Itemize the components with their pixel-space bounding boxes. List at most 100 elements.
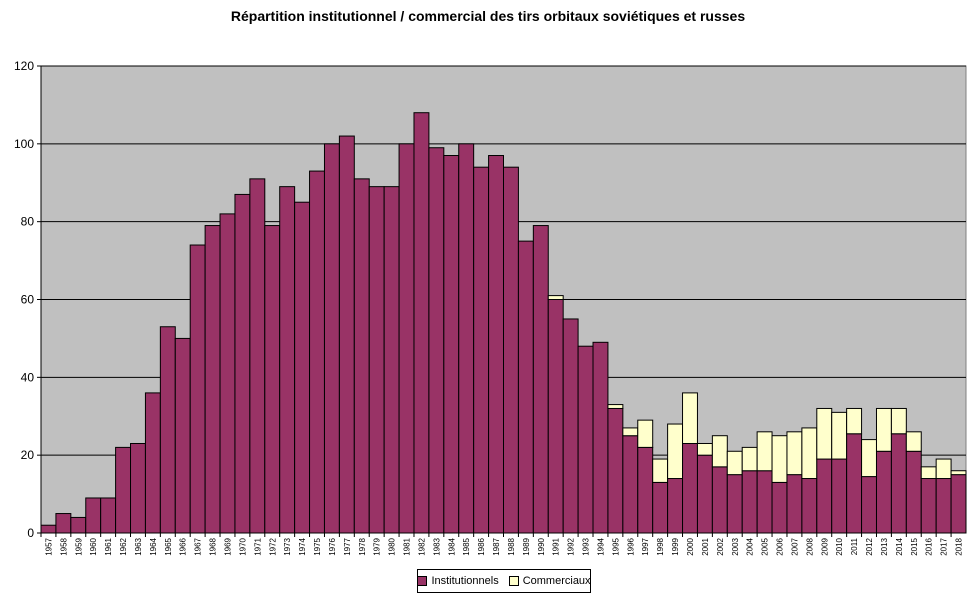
bar-institutionnels-1992 (562, 318, 579, 534)
y-tick-label: 0 (27, 526, 34, 540)
x-tick-label: 1993 (582, 537, 591, 555)
bar-institutionnels-1957 (40, 524, 57, 534)
x-tick-label: 2006 (776, 537, 785, 555)
y-axis-ticks: 0 20 40 60 80 100 120 (14, 59, 41, 540)
bar-institutionnels-1970 (234, 193, 251, 534)
bar-institutionnels-1990 (532, 225, 549, 534)
x-tick-label: 2010 (835, 537, 844, 555)
bar-institutionnels-1997 (637, 446, 654, 534)
bar-commerciaux-2017 (935, 458, 952, 480)
bar-institutionnels-1981 (398, 143, 415, 534)
x-tick-label: 1967 (194, 537, 203, 555)
bar-institutionnels-1974 (294, 201, 311, 534)
x-tick-label: 1995 (611, 537, 620, 555)
bar-institutionnels-1999 (667, 478, 684, 534)
y-tick-label: 120 (14, 59, 34, 73)
x-tick-label: 2015 (910, 537, 919, 555)
x-tick-label: 1987 (492, 537, 501, 555)
bar-institutionnels-1993 (577, 345, 594, 534)
bar-commerciaux-2016 (920, 466, 937, 480)
chart-title: Répartition institutionnel / commercial … (230, 8, 746, 24)
bar-institutionnels-2009 (816, 458, 833, 534)
x-tick-label: 1976 (328, 537, 337, 555)
bar-institutionnels-1968 (204, 225, 221, 534)
bar-institutionnels-1976 (323, 143, 340, 534)
bar-institutionnels-1982 (413, 112, 430, 534)
bar-institutionnels-1991 (547, 299, 564, 534)
x-tick-label: 1958 (59, 537, 68, 555)
x-tick-label: 2013 (880, 537, 889, 555)
bar-commerciaux-2012 (861, 439, 877, 478)
x-tick-label: 2012 (865, 537, 874, 555)
x-tick-label: 1984 (447, 537, 456, 555)
x-tick-label: 1963 (134, 537, 143, 555)
y-tick-label: 60 (21, 293, 35, 307)
bar-institutionnels-1984 (443, 155, 460, 534)
x-tick-label: 2009 (820, 537, 829, 555)
bar-commerciaux-2010 (831, 411, 848, 460)
x-tick-label: 1959 (74, 537, 83, 555)
bar-commerciaux-1996 (622, 427, 639, 437)
bar-institutionnels-2008 (801, 478, 818, 534)
bar-institutionnels-2000 (682, 442, 698, 534)
bar-commerciaux-2008 (801, 427, 818, 480)
bar-institutionnels-1977 (338, 135, 355, 534)
x-tick-label: 1980 (388, 537, 397, 555)
bar-commerciaux-2009 (816, 407, 833, 460)
bar-institutionnels-1987 (488, 155, 505, 534)
bar-institutionnels-1986 (473, 166, 490, 534)
bar-institutionnels-1973 (279, 186, 296, 534)
bar-commerciaux-2014 (890, 407, 907, 435)
bar-commerciaux-1997 (637, 419, 654, 448)
bar-institutionnels-2014 (890, 433, 907, 534)
x-tick-label: 1957 (44, 537, 53, 555)
bar-commerciaux-2006 (771, 435, 788, 483)
bar-institutionnels-1989 (517, 240, 534, 534)
bar-commerciaux-2007 (786, 431, 803, 476)
x-tick-label: 1992 (567, 537, 576, 555)
bar-institutionnels-1969 (219, 213, 236, 534)
x-tick-label: 1962 (119, 537, 128, 555)
legend-label-institutionnels: Institutionnels (431, 575, 499, 587)
x-tick-label: 1960 (89, 537, 98, 555)
bar-institutionnels-1985 (458, 143, 475, 534)
legend-item-institutionnels: Institutionnels (417, 575, 499, 587)
x-tick-label: 1994 (596, 537, 605, 555)
x-tick-label: 1998 (656, 537, 665, 555)
x-tick-label: 1997 (641, 537, 650, 555)
x-tick-label: 1985 (462, 537, 471, 555)
bar-commerciaux-1998 (652, 458, 669, 483)
bar-institutionnels-1983 (428, 147, 445, 534)
legend-swatch-institutionnels (417, 576, 428, 586)
x-axis-ticks: 1957 1958 1959 1960 1961 1962 1963 1964 1965 1966… (40, 533, 964, 556)
x-tick-label: 2000 (686, 537, 695, 555)
bar-institutionnels-1964 (144, 392, 161, 534)
x-tick-label: 1974 (298, 537, 307, 555)
bar-institutionnels-2018 (950, 474, 967, 534)
bar-institutionnels-1960 (85, 497, 102, 534)
bar-institutionnels-1963 (130, 442, 146, 534)
bar-commerciaux-2004 (741, 446, 758, 472)
bar-institutionnels-2005 (756, 470, 773, 534)
bar-commerciaux-1991 (547, 295, 564, 301)
x-tick-label: 1971 (253, 537, 262, 555)
y-tick-label: 20 (21, 448, 35, 462)
bar-institutionnels-1965 (159, 326, 176, 534)
bar-institutionnels-1962 (115, 446, 132, 534)
y-tick-label: 40 (21, 370, 35, 384)
bar-institutionnels-2004 (741, 470, 758, 534)
x-tick-label: 1977 (343, 537, 352, 555)
y-tick-label: 80 (21, 215, 35, 229)
x-tick-label: 1975 (313, 537, 322, 555)
bar-institutionnels-1978 (353, 178, 370, 534)
bars (40, 112, 967, 534)
legend-item-commerciaux: Commerciaux (508, 575, 591, 587)
x-tick-label: 2004 (746, 537, 755, 555)
x-tick-label: 2014 (895, 537, 904, 555)
bar-commerciaux-2001 (696, 442, 713, 456)
bar-institutionnels-1959 (70, 516, 87, 534)
bar-commerciaux-2000 (682, 392, 698, 444)
x-tick-label: 1966 (179, 537, 188, 555)
x-tick-label: 1973 (283, 537, 292, 555)
